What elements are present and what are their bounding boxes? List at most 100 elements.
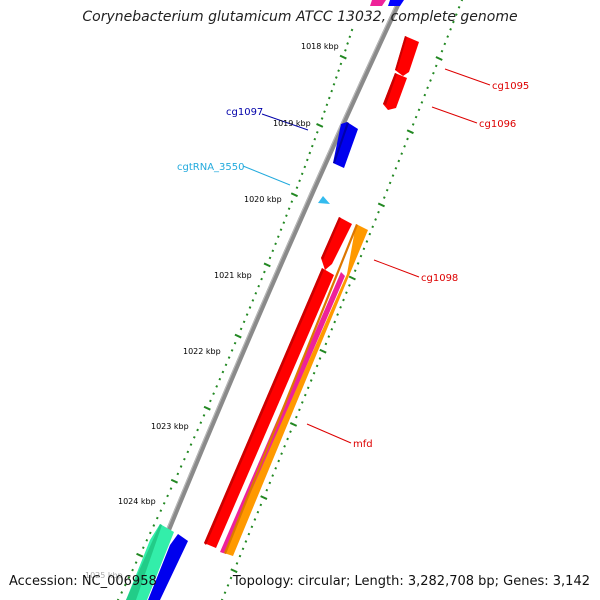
minor-tick <box>423 93 427 97</box>
tick-label-1022: 1022 kbp <box>183 347 221 356</box>
major-tick <box>319 348 327 354</box>
minor-tick <box>286 437 289 441</box>
gene-label-cgtRNA_3550[interactable]: cgtRNA_3550 <box>177 162 245 173</box>
feature-orange-strip <box>224 224 368 556</box>
minor-tick <box>309 379 313 382</box>
minor-tick <box>327 96 331 100</box>
minor-tick <box>325 103 329 107</box>
genome-title: Corynebacterium glutamicum ATCC 13032, c… <box>82 9 518 25</box>
gene-cg1098-arrow[interactable] <box>321 217 352 270</box>
minor-tick <box>310 144 314 148</box>
minor-tick <box>235 562 239 565</box>
major-tick <box>406 129 414 135</box>
minor-tick <box>452 20 455 24</box>
minor-tick <box>344 48 347 52</box>
minor-tick <box>388 181 392 185</box>
minor-tick <box>127 576 131 579</box>
minor-tick <box>152 524 156 527</box>
minor-tick <box>320 117 324 120</box>
gene-cg1097-arrow[interactable] <box>333 122 358 168</box>
minor-tick <box>403 144 406 148</box>
minor-tick <box>251 299 255 302</box>
minor-tick <box>324 342 328 346</box>
major-tick <box>289 422 298 427</box>
minor-tick <box>244 540 248 543</box>
minor-tick <box>457 5 461 9</box>
major-tick <box>230 568 238 574</box>
minor-tick <box>159 509 163 513</box>
minor-tick <box>426 86 429 90</box>
major-tick <box>316 123 324 128</box>
minor-tick <box>241 547 245 551</box>
minor-tick <box>176 472 180 476</box>
minor-tick <box>155 516 159 520</box>
minor-tick <box>268 481 272 485</box>
minor-tick <box>256 510 260 514</box>
minor-tick <box>300 172 304 176</box>
minor-tick <box>313 137 317 141</box>
feature-blue-arrow <box>148 534 188 600</box>
minor-tick <box>230 349 234 352</box>
gene-mfd-arrow[interactable] <box>204 268 334 548</box>
gene-cg1096-arrow[interactable] <box>383 73 407 110</box>
minor-tick <box>131 568 134 572</box>
tick-label-1018: 1018 kbp <box>301 42 339 51</box>
minor-tick <box>345 291 348 295</box>
minor-tick <box>327 335 331 338</box>
feature-teal-arrow <box>126 524 174 600</box>
minor-tick <box>308 151 312 155</box>
gene-label-mfd[interactable]: mfd <box>353 439 373 450</box>
topology-text: Topology: circular; Length: 3,282,708 bp… <box>232 574 590 589</box>
minor-tick <box>356 262 360 265</box>
tick-label-1021: 1021 kbp <box>214 271 252 280</box>
gene-cgtRNA_3550-arrow[interactable] <box>318 196 330 204</box>
minor-tick <box>300 401 304 404</box>
minor-tick <box>148 531 152 535</box>
leader-lines <box>242 68 491 444</box>
minor-tick <box>303 165 307 169</box>
minor-tick <box>265 488 269 492</box>
minor-tick <box>166 494 169 498</box>
minor-tick <box>332 82 336 86</box>
minor-tick <box>141 546 145 550</box>
minor-tick <box>394 166 398 170</box>
major-tick <box>234 333 242 339</box>
minor-tick <box>274 242 277 246</box>
minor-tick <box>312 371 316 375</box>
minor-tick <box>260 277 263 281</box>
minor-tick <box>229 576 233 580</box>
minor-tick <box>218 377 222 381</box>
minor-tick <box>348 35 352 39</box>
minor-tick <box>179 465 183 468</box>
minor-tick <box>245 313 249 316</box>
minor-tick <box>359 254 363 258</box>
gene-label-cg1097[interactable]: cg1097 <box>226 107 263 118</box>
major-tick <box>263 262 271 268</box>
minor-tick <box>350 28 354 32</box>
genome-backbone <box>137 0 403 600</box>
minor-tick <box>298 408 301 412</box>
minor-tick <box>348 284 351 287</box>
minor-tick <box>215 385 219 388</box>
tick-label-1023: 1023 kbp <box>151 422 189 431</box>
minor-tick <box>283 444 286 448</box>
minor-tick <box>382 196 386 199</box>
gene-cg1095-arrow[interactable] <box>395 36 419 76</box>
feature-top-magenta <box>370 0 386 6</box>
minor-tick <box>365 240 369 243</box>
feature-top-blue <box>388 0 404 6</box>
minor-tick <box>342 298 345 302</box>
minor-tick <box>257 284 261 288</box>
minor-tick <box>238 554 242 558</box>
minor-tick <box>134 561 138 564</box>
major-tick <box>260 495 268 500</box>
minor-tick <box>183 457 186 461</box>
gene-label-cg1098[interactable]: cg1098 <box>421 273 458 284</box>
minor-tick <box>298 179 301 183</box>
accession-text: Accession: NC_006958 <box>9 574 157 589</box>
gene-label-cg1096[interactable]: cg1096 <box>479 119 516 130</box>
gene-label-cg1095[interactable]: cg1095 <box>492 81 529 92</box>
major-tick <box>136 552 144 558</box>
minor-tick <box>429 79 432 82</box>
minor-tick <box>282 221 286 225</box>
